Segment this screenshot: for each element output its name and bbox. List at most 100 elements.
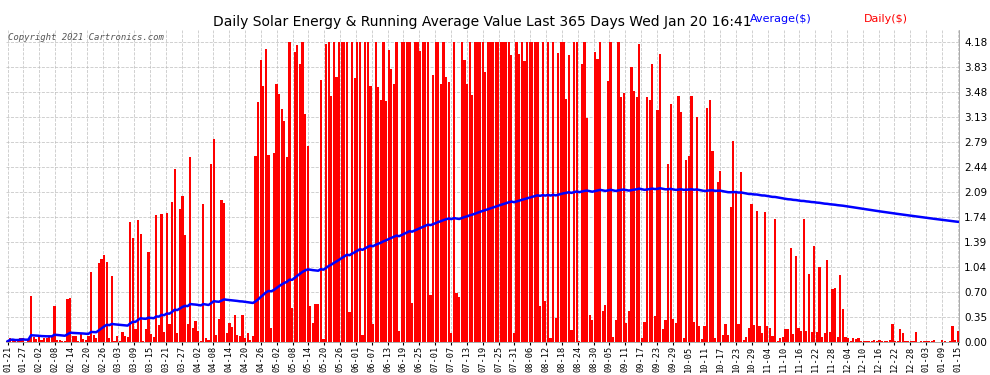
Bar [176, 333, 178, 342]
Bar [688, 156, 690, 342]
Bar [934, 340, 936, 342]
Bar [664, 320, 666, 342]
Bar [931, 341, 933, 342]
Bar [325, 44, 327, 342]
Bar [143, 341, 145, 342]
Title: Daily Solar Energy & Running Average Value Last 365 Days Wed Jan 20 16:41: Daily Solar Energy & Running Average Val… [214, 15, 752, 28]
Bar [184, 235, 186, 342]
Bar [604, 305, 607, 342]
Bar [612, 337, 615, 342]
Bar [677, 96, 679, 342]
Bar [168, 324, 170, 342]
Bar [85, 340, 87, 342]
Bar [784, 329, 787, 342]
Bar [299, 64, 301, 342]
Bar [251, 336, 254, 342]
Bar [889, 340, 891, 342]
Bar [722, 334, 724, 342]
Bar [432, 75, 435, 342]
Bar [599, 42, 601, 342]
Bar [534, 42, 536, 342]
Bar [443, 42, 445, 342]
Bar [466, 84, 468, 342]
Bar [304, 114, 306, 342]
Bar [954, 340, 956, 342]
Bar [915, 332, 917, 342]
Bar [827, 260, 829, 342]
Bar [452, 42, 455, 342]
Bar [653, 316, 656, 342]
Bar [537, 42, 539, 342]
Bar [682, 338, 685, 342]
Bar [497, 42, 499, 342]
Bar [948, 341, 951, 342]
Bar [894, 341, 896, 342]
Bar [847, 338, 849, 342]
Bar [226, 333, 228, 342]
Bar [171, 202, 173, 342]
Bar [487, 42, 489, 342]
Bar [58, 340, 60, 342]
Bar [215, 335, 218, 342]
Bar [808, 274, 810, 342]
Bar [43, 338, 46, 342]
Bar [696, 117, 698, 342]
Bar [476, 42, 478, 342]
Bar [899, 329, 902, 342]
Bar [12, 339, 14, 342]
Bar [742, 340, 744, 342]
Bar [409, 42, 411, 342]
Bar [356, 42, 358, 342]
Bar [242, 315, 244, 342]
Bar [842, 309, 844, 342]
Bar [419, 51, 421, 342]
Bar [127, 337, 129, 342]
Bar [267, 155, 269, 342]
Bar [862, 341, 865, 342]
Bar [307, 146, 309, 342]
Bar [641, 338, 644, 342]
Bar [628, 311, 630, 342]
Bar [173, 169, 175, 342]
Bar [116, 336, 118, 342]
Bar [951, 326, 953, 342]
Bar [719, 171, 722, 342]
Bar [479, 42, 481, 342]
Bar [254, 156, 256, 342]
Bar [840, 275, 842, 342]
Bar [636, 97, 638, 342]
Bar [852, 338, 854, 342]
Bar [197, 331, 199, 342]
Bar [575, 42, 578, 342]
Bar [589, 315, 591, 342]
Bar [795, 256, 797, 342]
Text: Copyright 2021 Cartronics.com: Copyright 2021 Cartronics.com [8, 33, 164, 42]
Bar [106, 262, 108, 342]
Bar [6, 341, 9, 342]
Bar [750, 204, 752, 342]
Bar [837, 337, 839, 342]
Bar [704, 326, 706, 342]
Bar [111, 276, 113, 342]
Bar [567, 55, 570, 342]
Bar [484, 72, 486, 342]
Bar [119, 340, 121, 342]
Bar [286, 157, 288, 342]
Bar [544, 301, 546, 342]
Bar [745, 337, 747, 342]
Bar [406, 42, 408, 342]
Bar [923, 341, 925, 342]
Bar [338, 42, 341, 342]
Bar [364, 42, 366, 342]
Bar [693, 321, 695, 342]
Bar [135, 329, 137, 342]
Bar [440, 84, 442, 342]
Bar [623, 93, 625, 342]
Bar [607, 81, 609, 342]
Bar [805, 331, 808, 342]
Bar [361, 336, 363, 342]
Bar [41, 340, 43, 342]
Bar [283, 122, 285, 342]
Bar [270, 328, 272, 342]
Bar [503, 42, 505, 342]
